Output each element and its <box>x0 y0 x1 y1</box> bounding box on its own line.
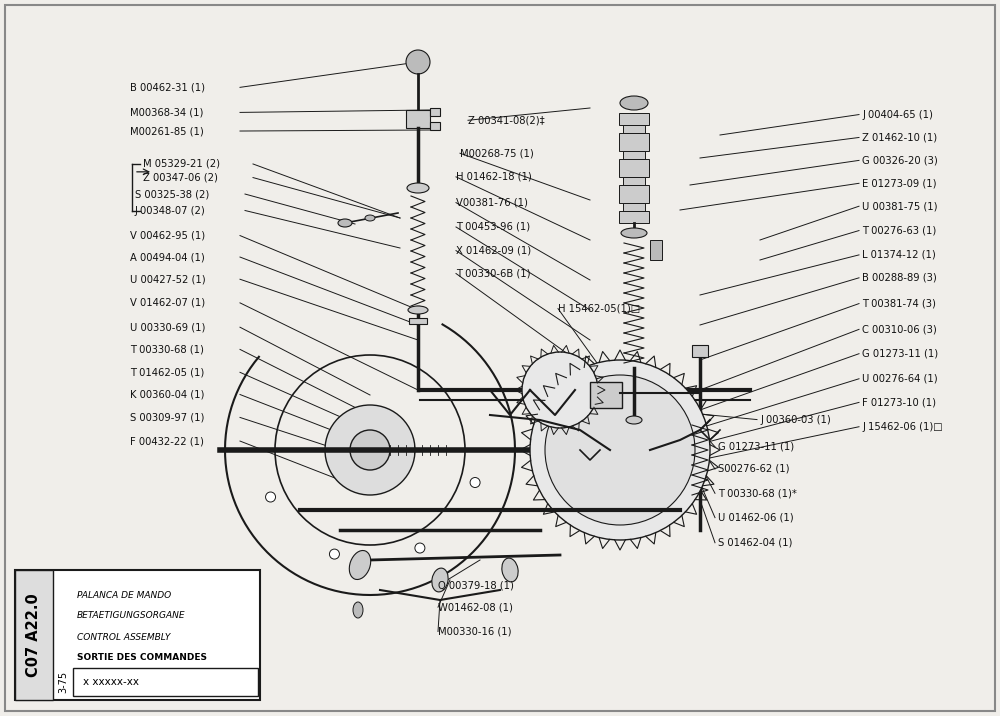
Ellipse shape <box>626 416 642 424</box>
Text: Z 01462-10 (1): Z 01462-10 (1) <box>862 132 937 142</box>
Circle shape <box>530 360 710 540</box>
Circle shape <box>406 50 430 74</box>
Text: H 01462-18 (1): H 01462-18 (1) <box>456 172 532 182</box>
Text: U 00381-75 (1): U 00381-75 (1) <box>862 201 938 211</box>
Circle shape <box>522 352 598 428</box>
Ellipse shape <box>407 183 429 193</box>
Bar <box>406 110 430 128</box>
Text: M 05329-21 (2): M 05329-21 (2) <box>143 159 220 169</box>
Text: S 01462-04 (1): S 01462-04 (1) <box>718 538 792 548</box>
Text: S 00309-97 (1): S 00309-97 (1) <box>130 412 204 422</box>
Text: V 01462-07 (1): V 01462-07 (1) <box>130 298 205 308</box>
Ellipse shape <box>432 568 448 592</box>
Bar <box>623 151 645 159</box>
Text: T 01462-05 (1): T 01462-05 (1) <box>130 367 204 377</box>
Text: A 00494-04 (1): A 00494-04 (1) <box>130 252 205 262</box>
Bar <box>619 185 649 203</box>
Bar <box>73 668 258 696</box>
Text: V 00462-95 (1): V 00462-95 (1) <box>130 231 205 241</box>
Text: V00381-76 (1): V00381-76 (1) <box>456 198 528 208</box>
Text: J 15462-06 (1)□: J 15462-06 (1)□ <box>862 422 943 432</box>
Circle shape <box>329 549 339 559</box>
Text: J 00404-65 (1): J 00404-65 (1) <box>862 110 933 120</box>
Text: T 00276-63 (1): T 00276-63 (1) <box>862 226 936 236</box>
Text: T 00330-6B (1): T 00330-6B (1) <box>456 268 530 279</box>
Text: Q 00379-18 (1): Q 00379-18 (1) <box>438 581 514 591</box>
Bar <box>623 125 645 133</box>
Bar <box>409 318 427 324</box>
Text: U 00330-69 (1): U 00330-69 (1) <box>130 322 205 332</box>
Text: CONTROL ASSEMBLY: CONTROL ASSEMBLY <box>77 632 170 642</box>
Ellipse shape <box>502 558 518 582</box>
Bar <box>590 382 622 408</box>
Text: W01462-08 (1): W01462-08 (1) <box>438 602 513 612</box>
Text: T 00330-68 (1): T 00330-68 (1) <box>130 344 204 354</box>
Text: G 00326-20 (3): G 00326-20 (3) <box>862 155 938 165</box>
Bar <box>430 122 440 130</box>
Circle shape <box>350 430 390 470</box>
Bar <box>15 570 260 700</box>
Text: H 15462-05(1)□: H 15462-05(1)□ <box>558 304 640 314</box>
Bar <box>692 345 708 357</box>
Circle shape <box>266 492 276 502</box>
Ellipse shape <box>349 551 371 579</box>
Text: U 01462-06 (1): U 01462-06 (1) <box>718 513 794 523</box>
Text: E 01273-09 (1): E 01273-09 (1) <box>862 178 936 188</box>
Bar <box>619 211 649 223</box>
Text: U 00276-64 (1): U 00276-64 (1) <box>862 374 938 384</box>
Bar <box>650 240 662 260</box>
Text: L 01374-12 (1): L 01374-12 (1) <box>862 250 936 260</box>
Text: M00368-34 (1): M00368-34 (1) <box>130 107 203 117</box>
Circle shape <box>325 405 415 495</box>
Circle shape <box>415 543 425 553</box>
Text: x xxxxx-xx: x xxxxx-xx <box>83 677 139 687</box>
Text: Z 00347-06 (2): Z 00347-06 (2) <box>143 173 218 183</box>
Text: SORTIE DES COMMANDES: SORTIE DES COMMANDES <box>77 654 207 662</box>
Text: S 00325-38 (2): S 00325-38 (2) <box>135 189 209 199</box>
Text: PALANCA DE MANDO: PALANCA DE MANDO <box>77 591 171 599</box>
Bar <box>623 177 645 185</box>
Bar <box>15 570 53 700</box>
Ellipse shape <box>353 602 363 618</box>
Text: M00330-16 (1): M00330-16 (1) <box>438 626 512 637</box>
Text: M00268-75 (1): M00268-75 (1) <box>460 148 534 158</box>
Text: B 00288-89 (3): B 00288-89 (3) <box>862 273 937 283</box>
Text: T 00330-68 (1)*: T 00330-68 (1)* <box>718 488 797 498</box>
Bar <box>430 108 440 116</box>
Text: C07 A22.0: C07 A22.0 <box>26 593 42 677</box>
Text: F 01273-10 (1): F 01273-10 (1) <box>862 397 936 407</box>
Bar <box>623 203 645 211</box>
Text: G 01273-11 (1): G 01273-11 (1) <box>862 349 938 359</box>
Ellipse shape <box>408 306 428 314</box>
Bar <box>619 113 649 125</box>
Circle shape <box>545 375 695 525</box>
Text: T 00453-96 (1): T 00453-96 (1) <box>456 222 530 232</box>
Text: J 00360-03 (1): J 00360-03 (1) <box>760 415 831 425</box>
Bar <box>619 159 649 177</box>
Text: T 00381-74 (3): T 00381-74 (3) <box>862 299 936 309</box>
Text: C 00310-06 (3): C 00310-06 (3) <box>862 324 937 334</box>
Text: 3-75: 3-75 <box>58 671 68 693</box>
Text: BETAETIGUNGSORGANE: BETAETIGUNGSORGANE <box>77 611 186 621</box>
Circle shape <box>470 478 480 488</box>
Text: X 01462-09 (1): X 01462-09 (1) <box>456 246 531 256</box>
Text: Z 00341-08(2)‡: Z 00341-08(2)‡ <box>468 115 545 125</box>
Text: K 00360-04 (1): K 00360-04 (1) <box>130 390 204 400</box>
Text: B 00462-31 (1): B 00462-31 (1) <box>130 82 205 92</box>
Ellipse shape <box>338 219 352 227</box>
Bar <box>619 133 649 151</box>
Text: G 01273-11 (1): G 01273-11 (1) <box>718 442 794 452</box>
Ellipse shape <box>365 215 375 221</box>
Text: U 00427-52 (1): U 00427-52 (1) <box>130 274 206 284</box>
Text: M00261-85 (1): M00261-85 (1) <box>130 126 204 136</box>
Text: J 00348-07 (2): J 00348-07 (2) <box>135 205 206 216</box>
Ellipse shape <box>621 228 647 238</box>
Ellipse shape <box>620 96 648 110</box>
Text: F 00432-22 (1): F 00432-22 (1) <box>130 436 204 446</box>
Text: S00276-62 (1): S00276-62 (1) <box>718 464 790 474</box>
